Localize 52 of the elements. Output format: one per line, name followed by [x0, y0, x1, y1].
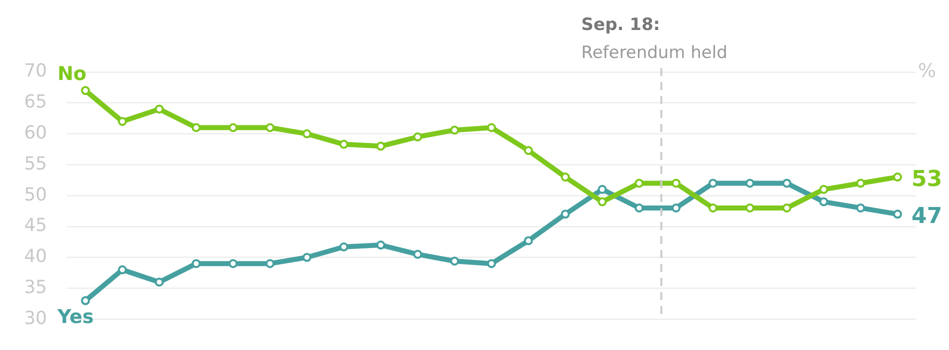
point: [524, 236, 533, 246]
point: [266, 259, 275, 268]
point: [376, 142, 386, 151]
point: [339, 140, 348, 149]
point: [487, 123, 496, 132]
point: [745, 203, 754, 212]
point: [450, 126, 460, 135]
point: [708, 178, 718, 188]
data-label: 53: [912, 166, 942, 192]
point: [672, 203, 681, 212]
data-label: 47: [912, 204, 942, 229]
point: [560, 210, 570, 219]
point: [634, 203, 644, 212]
point: [154, 278, 164, 287]
point: [118, 265, 127, 274]
point: [487, 259, 496, 268]
point: [228, 259, 238, 268]
point: [598, 184, 607, 194]
point: [856, 178, 866, 188]
point: [302, 129, 312, 138]
point: [339, 242, 348, 252]
point: [598, 197, 607, 206]
point: [228, 123, 238, 132]
point: [192, 259, 201, 268]
text: Sep. 18: Referendum held: [581, 15, 728, 63]
point: [118, 116, 127, 126]
point: [524, 146, 533, 155]
series-label: No: [57, 62, 86, 85]
y-axis-title: %: [918, 60, 936, 82]
point: [672, 178, 681, 188]
point: [413, 250, 422, 259]
point: [782, 203, 792, 212]
point: [782, 178, 792, 188]
point: [819, 184, 828, 194]
point: [266, 123, 275, 132]
point: [745, 178, 754, 188]
point: [893, 172, 902, 182]
point: [80, 86, 90, 96]
point: [708, 203, 718, 212]
point: [634, 178, 644, 188]
point: [413, 132, 422, 142]
point: [560, 172, 570, 182]
point: [450, 256, 460, 266]
series-label: Yes: [56, 306, 94, 328]
point: [80, 296, 90, 306]
point: [154, 104, 164, 114]
point: [376, 240, 386, 250]
point: [302, 252, 312, 262]
point: [819, 197, 828, 206]
point: [893, 210, 902, 219]
point: [856, 203, 866, 212]
point: [192, 123, 201, 132]
